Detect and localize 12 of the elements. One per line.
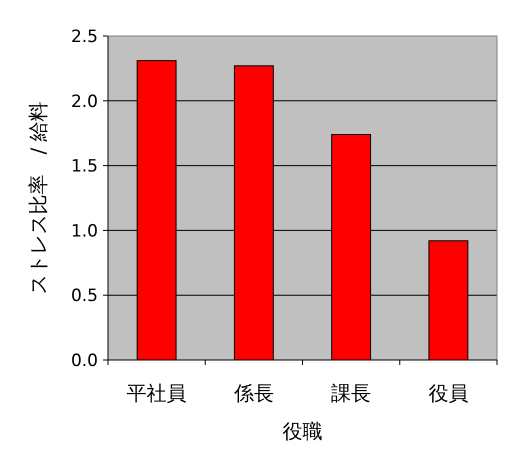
y-tick-label: 0.0 (70, 351, 98, 371)
x-tick-label: 役員 (428, 381, 468, 405)
x-tick-label: 係長 (232, 381, 274, 405)
x-tick-label: 平社員 (126, 381, 187, 405)
x-tick-label: 課長 (331, 381, 372, 405)
y-tick-label: 0.5 (70, 286, 98, 306)
y-tick-label: 1.0 (70, 221, 98, 242)
y-tick-label: 2.5 (70, 27, 98, 47)
y-tick-label: 2.0 (70, 92, 98, 112)
y-tick-label: 1.5 (70, 156, 98, 177)
y-axis-title: ストレス比率 / 給料 (26, 101, 50, 295)
x-axis-title: 役職 (282, 419, 322, 443)
